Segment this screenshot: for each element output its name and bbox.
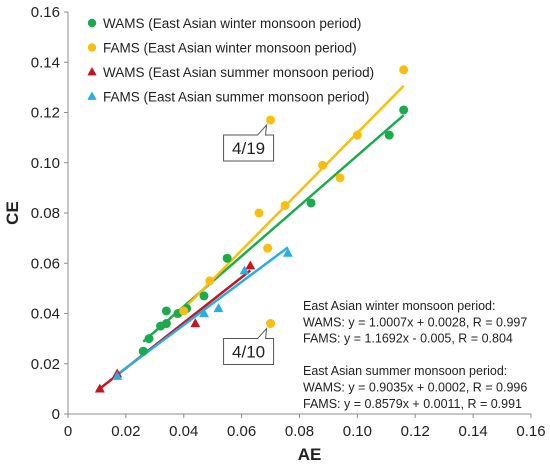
y-axis-label: CE [3, 201, 22, 225]
data-point [399, 65, 409, 75]
data-point [199, 308, 209, 318]
legend-label: FAMS (East Asian summer monsoon period) [103, 90, 369, 105]
y-tick-label: 0.16 [31, 4, 60, 21]
y-tick-label: 0 [52, 406, 60, 423]
x-tick-label: 0.04 [169, 423, 198, 440]
data-point [254, 208, 264, 218]
data-point [144, 334, 154, 344]
x-tick-label: 0.12 [401, 423, 430, 440]
legend-marker [87, 91, 97, 100]
data-point [263, 243, 273, 253]
data-point [280, 200, 290, 210]
annotation-line: East Asian winter monsoon period: [303, 299, 495, 313]
data-point [161, 306, 171, 316]
annotation-line: FAMS: y = 0.8579x + 0.0011, R = 0.991 [303, 397, 522, 411]
data-point [245, 260, 256, 270]
x-tick-label: 0.14 [459, 423, 488, 440]
fit-line [142, 114, 405, 343]
x-axis-label: AE [298, 445, 322, 464]
x-tick-label: 0.06 [227, 423, 256, 440]
data-point [161, 319, 171, 329]
y-tick-label: 0.02 [31, 356, 60, 373]
legend-label: WAMS (East Asian summer monsoon period) [103, 65, 374, 80]
data-point [318, 160, 328, 170]
data-point [399, 105, 409, 115]
legend-label: WAMS (East Asian winter monsoon period) [103, 16, 361, 31]
data-point [239, 265, 250, 275]
data-point [138, 346, 148, 356]
y-tick-label: 0.14 [31, 54, 60, 71]
annotation-line: WAMS: y = 1.0007x + 0.0028, R = 0.997 [303, 315, 527, 329]
data-point [94, 383, 105, 393]
data-point [213, 303, 224, 313]
callout-label: 4/19 [232, 139, 265, 158]
y-tick-label: 0.12 [31, 105, 60, 122]
data-point [335, 173, 345, 183]
data-point [282, 247, 293, 257]
x-tick-label: 0.10 [343, 423, 372, 440]
x-tick-label: 0.02 [111, 423, 140, 440]
data-point [384, 130, 394, 140]
data-point [222, 253, 232, 263]
y-tick-label: 0.10 [31, 155, 60, 172]
y-tick-label: 0.08 [31, 205, 60, 222]
data-point [306, 198, 316, 208]
callout-box [223, 123, 275, 162]
legend-marker [87, 18, 97, 28]
data-point [112, 371, 123, 380]
legend-marker [87, 43, 97, 52]
data-point [352, 130, 362, 140]
x-tick-label: 0.16 [516, 423, 545, 440]
legend-label: FAMS (East Asian winter monsoon period) [103, 41, 357, 56]
legend-marker [87, 67, 97, 76]
callout-label: 4/10 [232, 343, 265, 362]
annotation-line: East Asian summer monsoon period: [303, 364, 507, 378]
callout-box [223, 327, 275, 366]
y-tick-label: 0.06 [31, 255, 60, 272]
data-point [199, 291, 209, 301]
data-point [205, 276, 215, 286]
data-point [266, 319, 276, 329]
annotation-line: FAMS: y = 1.1692x - 0.005, R = 0.804 [303, 332, 513, 346]
data-point [179, 306, 189, 316]
x-tick-label: 0.08 [285, 423, 314, 440]
data-point [266, 115, 276, 125]
y-tick-label: 0.04 [31, 306, 60, 323]
annotation-line: WAMS: y = 0.9035x + 0.0002, R = 0.996 [303, 381, 527, 395]
data-point [190, 318, 201, 328]
x-tick-label: 0 [64, 423, 72, 440]
